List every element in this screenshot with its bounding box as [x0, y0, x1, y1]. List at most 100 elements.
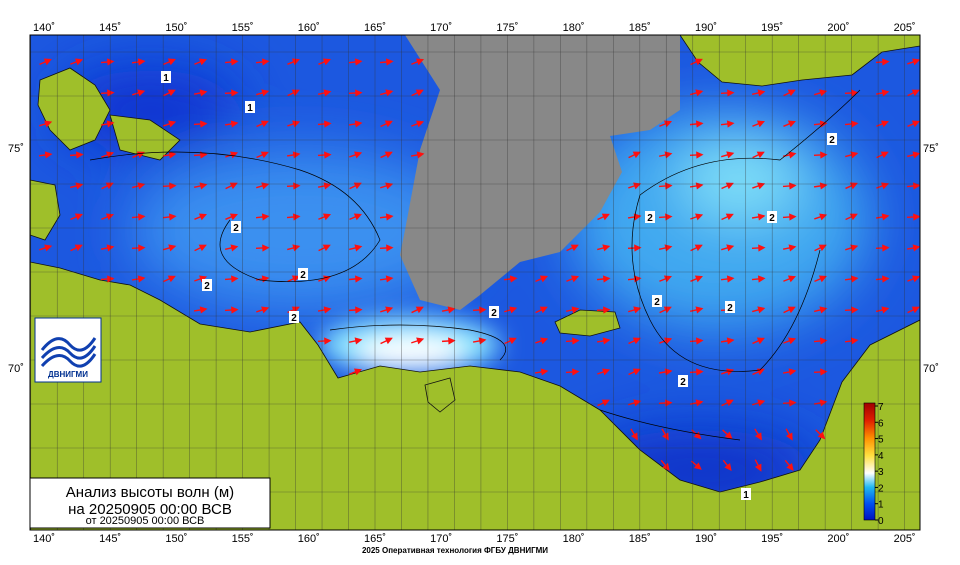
- arrow-head: [74, 213, 83, 221]
- contour-label-bg: [767, 211, 777, 223]
- arrow-head: [169, 182, 177, 190]
- wave-arrow: [907, 275, 920, 283]
- arrow-head: [880, 120, 890, 128]
- wave-arrow: [565, 337, 580, 345]
- wave-arrow: [194, 58, 208, 66]
- wave-arrow: [783, 306, 796, 314]
- arrow-head: [231, 275, 239, 283]
- wave-arrow: [224, 89, 239, 97]
- wave-arrow: [348, 275, 363, 283]
- wave-arrow: [39, 58, 52, 66]
- logo-waves: [40, 337, 97, 368]
- wave-arrow: [907, 120, 920, 128]
- arrow-head: [601, 213, 610, 221]
- arrow-head: [105, 213, 115, 221]
- wave-arrow: [256, 120, 269, 128]
- wave-arrow: [194, 213, 207, 221]
- wave-arrow: [721, 182, 734, 190]
- title-box: Анализ высоты волн (м) на 20250905 00:00…: [29, 477, 271, 529]
- wave-arrow: [751, 89, 766, 97]
- wave-arrow: [348, 337, 363, 345]
- arrow-head: [385, 213, 394, 221]
- wave-arrow: [163, 275, 176, 283]
- wave-arrow: [844, 306, 859, 314]
- arrow-head: [292, 120, 301, 128]
- arrow-head: [757, 213, 766, 221]
- arrow-head: [756, 120, 765, 128]
- longitude-label-bottom: 155˚: [232, 533, 254, 545]
- wave-arrow: [754, 459, 762, 472]
- arrow-head: [262, 244, 270, 252]
- wave-arrow: [814, 275, 827, 283]
- arrow-head: [695, 306, 704, 314]
- longitude-label-bottom: 170˚: [430, 533, 452, 545]
- contour-label: 2: [654, 297, 660, 308]
- wave-arrow: [596, 337, 611, 345]
- arrow-head: [818, 244, 827, 252]
- wave-arrow: [131, 275, 146, 283]
- wave-arrow: [380, 306, 394, 314]
- arrow-head: [200, 151, 208, 159]
- arrow-head: [168, 120, 177, 128]
- wave-arrow: [597, 368, 611, 376]
- colorbar-tick-label: 6: [878, 418, 884, 429]
- wave-arrow: [193, 306, 208, 314]
- longitude-label-top: 160˚: [298, 22, 320, 34]
- wave-arrow: [844, 89, 859, 97]
- longitude-label-bottom: 160˚: [298, 533, 320, 545]
- wave-arrow: [690, 58, 703, 66]
- logo: ДВНИГМИ: [34, 317, 102, 383]
- wave-arrow: [658, 151, 673, 159]
- arrow-head: [696, 151, 704, 159]
- wave-arrow: [815, 429, 826, 440]
- wave-arrow: [194, 244, 207, 252]
- wave-arrow: [535, 337, 549, 345]
- contour-label-bg: [161, 71, 171, 83]
- arrow-head: [633, 306, 642, 314]
- wave-arrow: [131, 58, 146, 66]
- contour-label-bg: [725, 301, 735, 313]
- arrow-head: [384, 337, 393, 345]
- arrow-head: [416, 337, 425, 345]
- wave-arrow: [845, 151, 859, 159]
- wave-arrow: [224, 244, 239, 252]
- arrow-head: [44, 120, 53, 128]
- wave-arrow: [380, 89, 394, 97]
- wave-arrow: [38, 151, 53, 159]
- wave-arrow: [193, 89, 208, 97]
- arrow-head: [508, 337, 517, 345]
- wave-arrow: [814, 89, 828, 97]
- wave-arrow: [690, 244, 703, 252]
- wave-arrow: [721, 213, 734, 221]
- title-source-date: от 20250905 00:00 ВСВ: [86, 515, 205, 527]
- wave-arrow: [380, 337, 393, 345]
- wave-arrow: [907, 306, 920, 314]
- longitude-label-bottom: 200˚: [827, 533, 849, 545]
- arrow-head: [881, 213, 890, 221]
- land: [30, 35, 920, 530]
- wave-arrow: [318, 213, 332, 221]
- wave-arrow: [751, 275, 766, 283]
- colorbar-scale: [863, 402, 876, 521]
- contour-label: 2: [300, 270, 306, 281]
- arrow-head: [817, 431, 826, 440]
- contour-label: 1: [163, 73, 169, 84]
- wave-arrow: [752, 120, 765, 128]
- arrow-head: [261, 58, 270, 66]
- longitude-label-bottom: 150˚: [165, 533, 187, 545]
- logo-text: ДВНИГМИ: [48, 370, 88, 379]
- wave-arrow: [565, 368, 580, 376]
- wave-arrow: [286, 182, 301, 190]
- arrow-head: [785, 432, 793, 441]
- longitude-label-top: 180˚: [563, 22, 585, 34]
- wave-arrow: [101, 151, 115, 159]
- wave-arrow: [379, 58, 394, 66]
- wave-arrow: [783, 89, 796, 97]
- arrow-head: [819, 213, 828, 221]
- wave-arrow: [720, 337, 735, 345]
- longitude-label-top: 195˚: [761, 22, 783, 34]
- wave-arrow: [661, 428, 669, 441]
- arrow-head: [601, 399, 610, 407]
- arrow-head: [138, 244, 146, 252]
